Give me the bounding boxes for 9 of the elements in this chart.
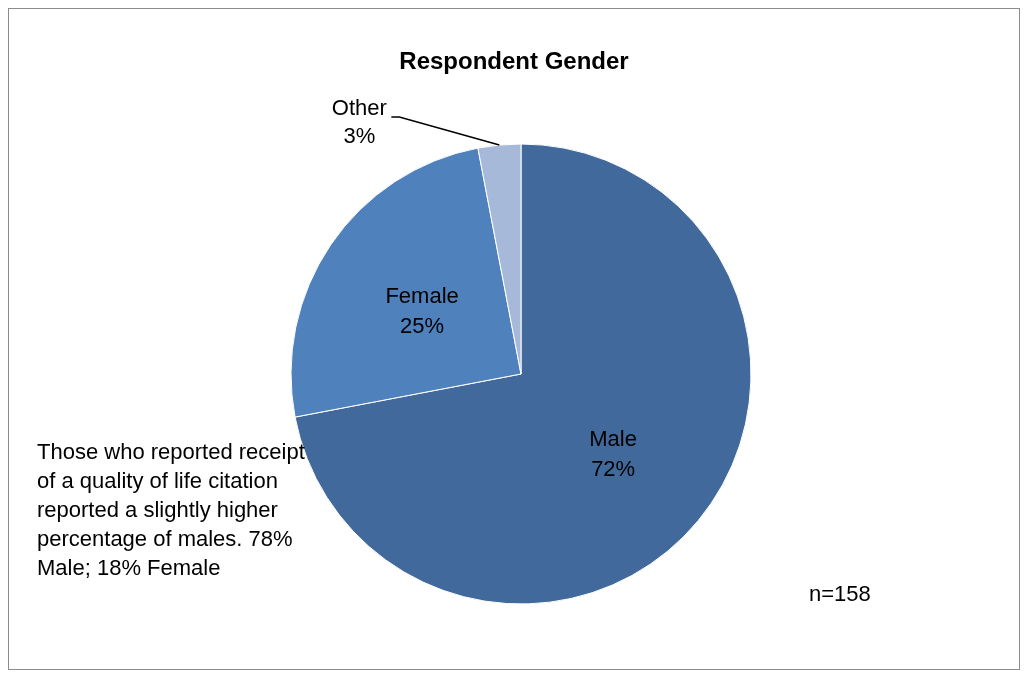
- slice-label: Male: [589, 426, 637, 452]
- text: Those who reported receipt of a quality of life citation reported a slightly higher percentage of males. 78% Male; 18% Female: [37, 438, 306, 582]
- data-label: 3%: [343, 123, 376, 149]
- slice-label: Female: [385, 282, 459, 308]
- data-label: 25%: [400, 312, 445, 338]
- chart-title: Respondent Gender: [398, 47, 630, 75]
- text: n=158: [809, 581, 871, 607]
- data-label: 72%: [591, 456, 636, 482]
- slice-label: Other: [331, 95, 387, 121]
